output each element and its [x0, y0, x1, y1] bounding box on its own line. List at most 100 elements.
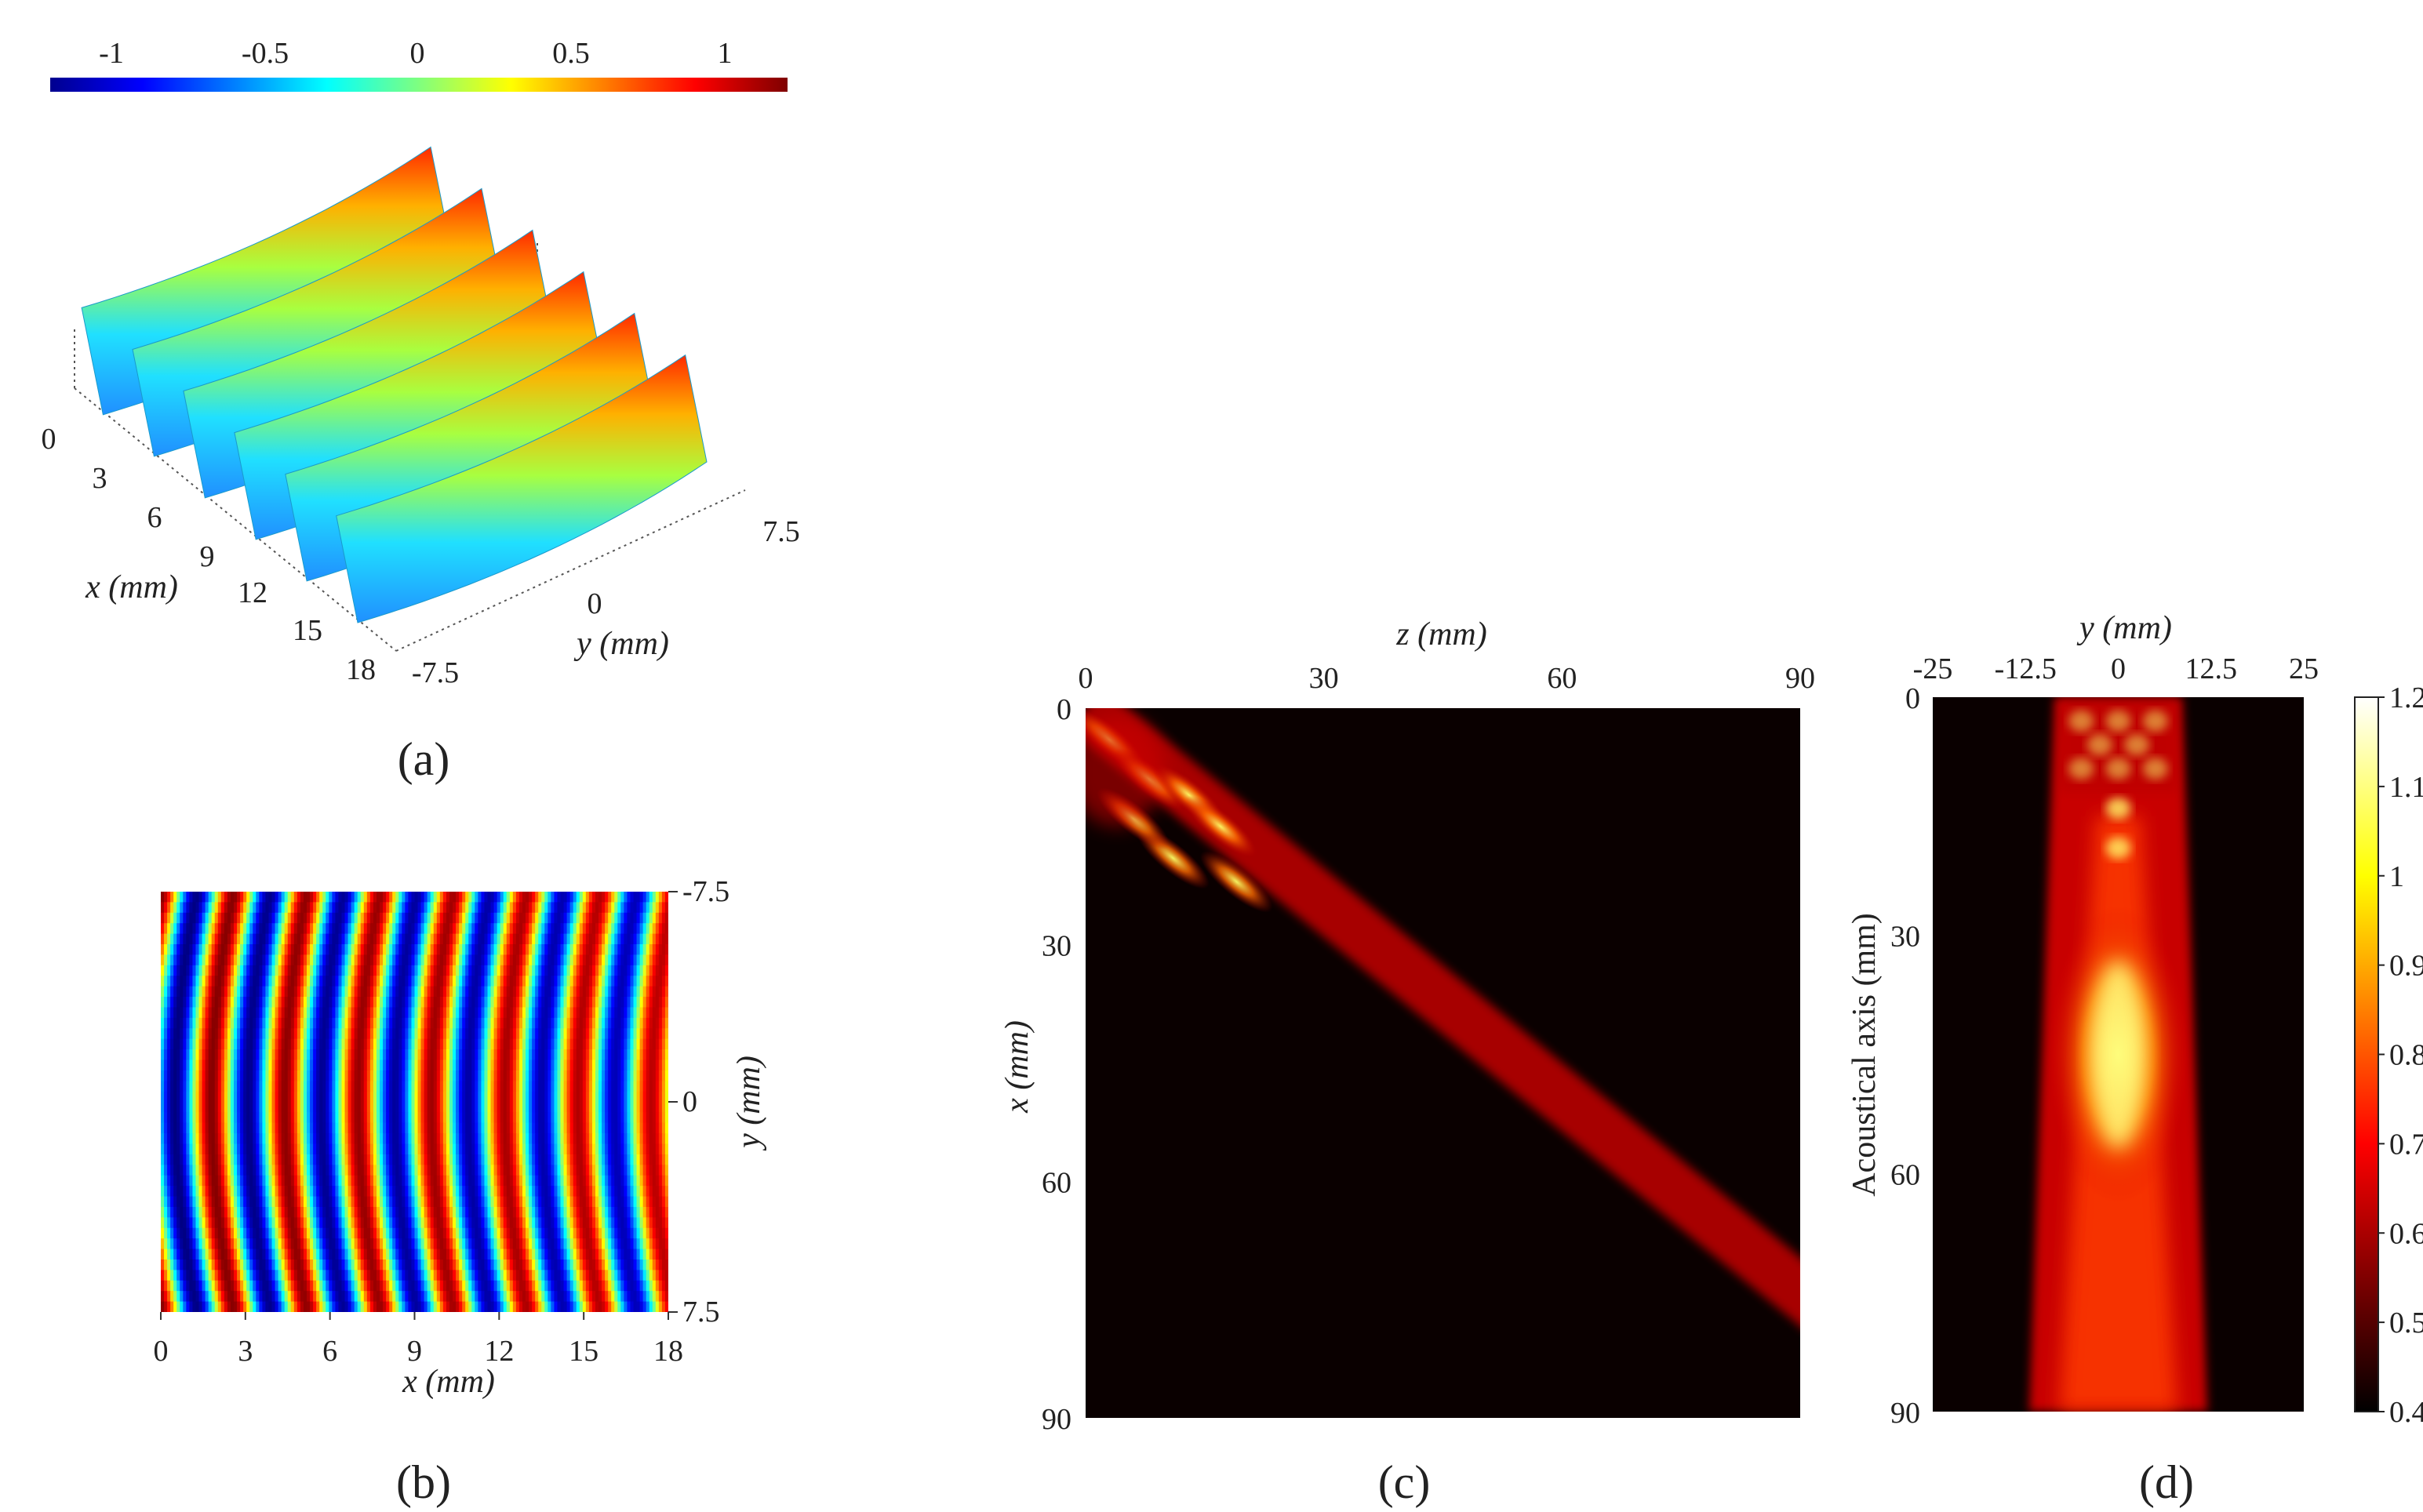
heatmap-b-cell — [655, 1186, 660, 1198]
heatmap-b-cell — [205, 1112, 209, 1124]
heatmap-b-cell — [332, 1175, 336, 1187]
heatmap-b-cell — [522, 1196, 526, 1208]
heatmap-b-cell — [180, 986, 184, 998]
heatmap-b-cell — [433, 1007, 438, 1019]
heatmap-b-cell — [544, 923, 548, 935]
heatmap-b-cell — [214, 923, 219, 935]
heatmap-b-cell — [300, 1133, 304, 1145]
heatmap-b-cell — [275, 1122, 279, 1134]
heatmap-b-cell — [557, 997, 562, 1008]
heatmap-b-cell — [497, 1196, 501, 1208]
heatmap-b-cell — [573, 1007, 577, 1019]
heatmap-b-cell — [579, 976, 584, 987]
heatmap-b-cell — [332, 986, 336, 998]
heatmap-b-cell — [551, 986, 555, 998]
heatmap-b-cell — [487, 1102, 492, 1113]
heatmap-b-cell — [405, 954, 409, 966]
heatmap-b-cell — [471, 912, 475, 924]
heatmap-b-cell — [459, 954, 463, 966]
heatmap-b-cell — [329, 944, 333, 955]
heatmap-b-cell — [256, 1038, 260, 1050]
heatmap-b-cell — [566, 1165, 571, 1176]
heatmap-b-cell — [639, 1028, 644, 1040]
heatmap-b-cell — [658, 997, 663, 1008]
heatmap-b-cell — [310, 1059, 314, 1071]
heatmap-b-cell — [633, 1091, 638, 1103]
heatmap-b-cell — [268, 1133, 273, 1145]
heatmap-b-cell — [427, 1091, 431, 1103]
heatmap-b-cell — [167, 1207, 171, 1218]
heatmap-b-cell — [500, 902, 504, 914]
heatmap-b-cell — [456, 1102, 460, 1113]
heatmap-b-cell — [284, 1049, 289, 1060]
heatmap-b-cell — [459, 1028, 463, 1040]
heatmap-b-cell — [360, 1133, 365, 1145]
heatmap-b-cell — [386, 1091, 390, 1103]
heatmap-b-cell — [579, 1028, 584, 1040]
heatmap-b-cell — [456, 1207, 460, 1218]
heatmap-b-cell — [427, 944, 431, 955]
heatmap-b-cell — [554, 1038, 558, 1050]
heatmap-b-cell — [313, 923, 317, 935]
heatmap-b-cell — [198, 1059, 203, 1071]
heatmap-b-cell — [408, 954, 413, 966]
heatmap-b-cell — [503, 1102, 508, 1113]
heatmap-b-cell — [515, 923, 520, 935]
heatmap-b-cell — [538, 1017, 542, 1029]
heatmap-b-cell — [205, 1154, 209, 1165]
heatmap-b-cell — [459, 892, 463, 903]
heatmap-b-cell — [310, 1017, 314, 1029]
heatmap-b-cell — [246, 1028, 250, 1040]
heatmap-b-cell — [386, 1186, 390, 1198]
heatmap-b-cell — [293, 965, 298, 976]
heatmap-b-cell — [529, 1175, 533, 1187]
heatmap-b-cell — [478, 1196, 482, 1208]
heatmap-b-cell — [173, 892, 177, 903]
heatmap-b-cell — [595, 912, 599, 924]
heatmap-b-cell — [649, 1175, 653, 1187]
heatmap-b-cell — [478, 1059, 482, 1071]
heatmap-b-cell — [417, 944, 422, 955]
heatmap-b-cell — [363, 944, 368, 955]
heatmap-b-cell — [503, 1017, 508, 1029]
heatmap-b-cell — [544, 997, 548, 1008]
heatmap-b-cell — [655, 923, 660, 935]
heatmap-b-cell — [661, 1049, 666, 1060]
heatmap-b-cell — [664, 912, 668, 924]
heatmap-b-cell — [646, 976, 650, 987]
heatmap-b-cell — [617, 1007, 621, 1019]
heatmap-b-cell — [661, 954, 666, 966]
heatmap-b-cell — [300, 902, 304, 914]
heatmap-b-cell — [515, 1059, 520, 1071]
heatmap-b-cell — [557, 1081, 562, 1092]
heatmap-b-cell — [526, 954, 529, 966]
heatmap-b-cell — [579, 912, 584, 924]
heatmap-b-cell — [234, 1007, 238, 1019]
heatmap-b-cell — [522, 1186, 526, 1198]
heatmap-b-cell — [170, 1186, 174, 1198]
heatmap-b-cell — [405, 892, 409, 903]
heatmap-b-cell — [313, 1081, 317, 1092]
heatmap-b-cell — [566, 997, 571, 1008]
heatmap-b-cell — [275, 1049, 279, 1060]
heatmap-b-cell — [271, 1102, 276, 1113]
heatmap-b-cell — [541, 902, 545, 914]
heatmap-b-cell — [211, 954, 216, 966]
heatmap-b-cell — [639, 933, 644, 945]
heatmap-b-cell — [316, 1122, 320, 1134]
heatmap-b-cell — [664, 923, 668, 935]
heatmap-b-cell — [234, 1133, 238, 1145]
heatmap-b-cell — [303, 1102, 307, 1113]
heatmap-b-cell — [551, 944, 555, 955]
heatmap-b-cell — [427, 976, 431, 987]
heatmap-b-cell — [259, 976, 263, 987]
heatmap-b-cell — [234, 1175, 238, 1187]
heatmap-b-cell — [347, 1059, 352, 1071]
heatmap-b-cell — [608, 965, 612, 976]
heatmap-b-cell — [563, 1143, 568, 1155]
heatmap-b-cell — [287, 986, 292, 998]
heatmap-b-cell — [551, 933, 555, 945]
heatmap-b-cell — [576, 1175, 580, 1187]
heatmap-b-cell — [319, 944, 323, 955]
heatmap-b-cell — [468, 1186, 472, 1198]
